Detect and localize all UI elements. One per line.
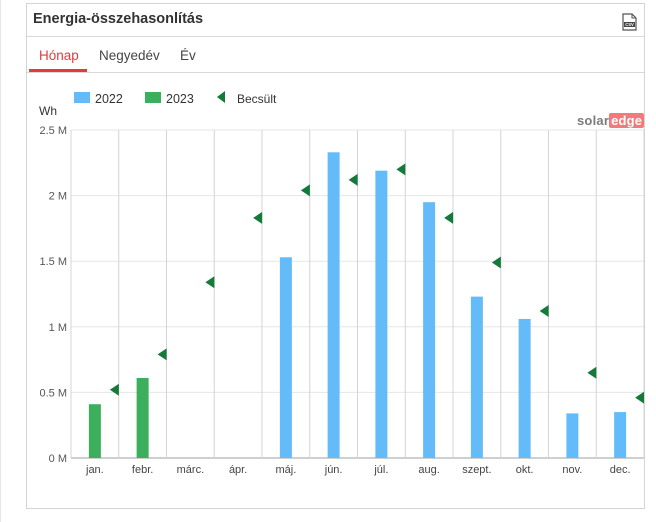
active-tab-indicator	[29, 69, 87, 72]
x-tick-label: máj.	[275, 464, 296, 476]
estimate-marker	[539, 305, 549, 318]
y-tick-label: 1 M	[49, 322, 67, 334]
legend-marker-estimate	[217, 91, 225, 103]
y-axis-unit-label: Wh	[39, 104, 57, 118]
legend-swatch-2022	[74, 92, 90, 103]
y-tick-label: 1.5 M	[39, 256, 67, 268]
y-tick-label: 0 M	[49, 453, 67, 465]
bar-2023	[88, 404, 101, 458]
legend: 2022 2023 Becsült	[74, 91, 277, 106]
estimate-marker	[396, 163, 406, 176]
x-tick-label: febr.	[132, 464, 153, 476]
x-tick-label: jan.	[85, 464, 104, 476]
legend-label-estimate: Becsült	[237, 92, 277, 106]
energy-comparison-widget: Energia-összehasonlítás CSV Hónap Negyed…	[26, 3, 645, 509]
page-left-border	[0, 0, 1, 522]
tabs-divider	[27, 72, 644, 73]
estimate-marker	[205, 276, 215, 289]
bar-2022	[470, 296, 483, 458]
x-tick-label: dec.	[610, 464, 631, 476]
estimate-marker	[300, 184, 310, 197]
bar-2023	[136, 377, 149, 458]
period-tabs: Hónap Negyedév Év	[27, 37, 644, 72]
estimate-marker	[253, 211, 263, 224]
csv-export-icon[interactable]: CSV	[622, 13, 637, 31]
bar-2022	[614, 412, 627, 458]
estimate-marker	[348, 173, 358, 186]
x-tick-label: szept.	[462, 464, 491, 476]
estimate-marker	[491, 256, 501, 269]
y-tick-label: 2.5 M	[39, 125, 67, 137]
bar-2022	[279, 257, 292, 458]
estimate-marker	[635, 391, 645, 404]
y-tick-label: 2 M	[49, 191, 67, 203]
widget-header: Energia-összehasonlítás CSV	[27, 4, 644, 36]
header-divider	[27, 36, 644, 37]
tab-quarter[interactable]: Negyedév	[99, 48, 160, 63]
x-tick-label: márc.	[177, 464, 205, 476]
bar-2022	[566, 413, 579, 458]
x-tick-label: júl.	[373, 464, 388, 476]
tab-month[interactable]: Hónap	[39, 48, 79, 63]
bar-2022	[518, 318, 531, 458]
x-tick-label: aug.	[418, 464, 439, 476]
estimate-marker	[157, 348, 167, 361]
x-tick-label: jún.	[324, 464, 343, 476]
solaredge-logo: solar edge	[577, 113, 645, 128]
tab-year[interactable]: Év	[180, 48, 196, 63]
widget-title: Energia-összehasonlítás	[33, 11, 204, 27]
legend-label-2023: 2023	[166, 92, 194, 106]
chart-svg: 0 M 0.5 M 1 M 1.5 M 2 M 2.5 M jan. febr. márc. áp…	[39, 91, 645, 476]
estimate-marker	[587, 366, 597, 379]
estimate-marker	[109, 383, 119, 396]
y-tick-label: 0.5 M	[39, 387, 67, 399]
energy-chart: solar edge 0 M 0.5 M 1 M 1.5 M 2 M 2.5 M jan. fe…	[27, 73, 645, 493]
bar-2022	[327, 152, 340, 458]
bar-2022	[375, 170, 388, 458]
legend-label-2022: 2022	[95, 92, 123, 106]
csv-export-label: CSV	[625, 22, 634, 27]
x-tick-label: ápr.	[229, 464, 247, 476]
bar-2022	[423, 202, 436, 458]
x-tick-label: okt.	[516, 464, 534, 476]
legend-swatch-2023	[145, 92, 161, 103]
estimate-marker	[444, 211, 454, 224]
x-tick-label: nov.	[562, 464, 582, 476]
